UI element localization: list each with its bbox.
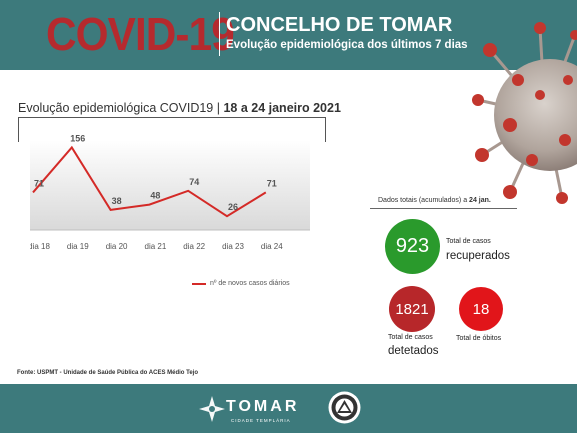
- legend-label: nº de novos casos diários: [210, 280, 290, 287]
- deaths-total-badge: 18: [459, 287, 503, 331]
- chart-title-range: 18 a 24 janeiro 2021: [223, 101, 341, 115]
- templar-cross-icon: [199, 396, 225, 422]
- x-tick-label: dia 20: [106, 242, 128, 251]
- chart-frame-left: [18, 117, 19, 142]
- data-label: 38: [112, 196, 122, 206]
- data-label: 71: [267, 178, 277, 188]
- x-tick-label: dia 22: [183, 242, 205, 251]
- header-divider: [219, 12, 220, 56]
- data-label: 71: [34, 178, 44, 188]
- line-chart: 71 156 38 48 74 26 71 dia 18 dia 19 dia 20 dia 21 d…: [30, 133, 310, 251]
- series-line: [32, 145, 267, 218]
- x-tick-label: dia 24: [261, 242, 283, 251]
- detected-label-big: detetados: [388, 345, 439, 357]
- recovered-total-badge: 923: [385, 219, 440, 274]
- chart-title-main: Evolução epidemiológica COVID19 |: [18, 101, 224, 115]
- covid-brand-title: COVID-19: [46, 8, 235, 60]
- chart-title: Evolução epidemiológica COVID19 | 18 a 2…: [18, 101, 341, 115]
- data-label: 74: [189, 177, 199, 187]
- legend-swatch: [192, 282, 206, 285]
- recovered-label-big: recuperados: [446, 250, 510, 262]
- header-band: [0, 0, 577, 70]
- recovered-label-small: Total de casos: [446, 238, 491, 245]
- data-label: 156: [70, 133, 85, 143]
- x-tick-label: dia 23: [222, 242, 244, 251]
- detected-total-badge: 1821: [389, 286, 435, 332]
- detected-label-small: Total de casos: [388, 334, 433, 341]
- page-title: CONCELHO DE TOMAR: [226, 14, 453, 36]
- x-tick-label: dia 21: [145, 242, 167, 251]
- chart-frame-right: [325, 117, 326, 142]
- data-label: 48: [150, 191, 160, 201]
- virus-illustration: [472, 22, 577, 204]
- data-source-note: Fonte: USPMT - Unidade de Saúde Pública …: [17, 370, 199, 376]
- chart-frame-top: [18, 117, 326, 118]
- footer-tagline: CIDADE TEMPLÁRIA: [231, 418, 291, 423]
- footer-city-name: TOMAR: [226, 398, 300, 415]
- chart-legend: nº de novos casos diários: [192, 280, 290, 287]
- x-tick-label: dia 19: [67, 242, 89, 251]
- footer-band: [0, 384, 577, 433]
- data-label: 26: [228, 202, 238, 212]
- page-subtitle: Evolução epidemiológica dos últimos 7 di…: [226, 39, 468, 51]
- totals-title-date: 24 jan.: [469, 197, 491, 204]
- totals-title: Dados totais (acumulados) a 24 jan.: [378, 197, 491, 204]
- x-tick-label: dia 18: [30, 242, 50, 251]
- civil-protection-seal-icon: [328, 391, 361, 424]
- deaths-label: Total de óbitos: [456, 335, 502, 342]
- totals-title-text: Dados totais (acumulados) a: [378, 197, 470, 204]
- totals-divider: [370, 208, 517, 209]
